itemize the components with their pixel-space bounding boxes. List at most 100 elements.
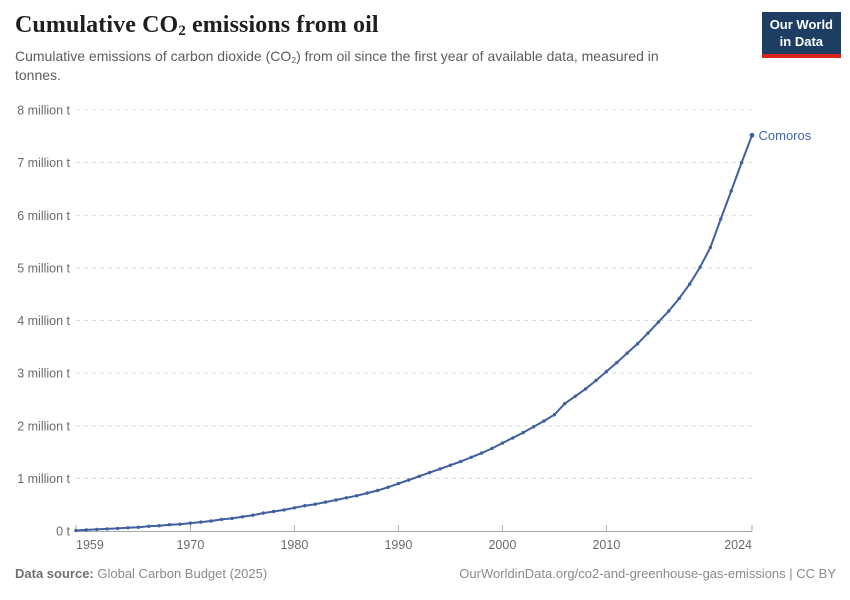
- data-point[interactable]: [542, 419, 546, 423]
- data-source-label: Data source:: [15, 566, 94, 581]
- data-point[interactable]: [448, 463, 453, 467]
- data-point[interactable]: [729, 189, 733, 193]
- data-point[interactable]: [365, 491, 369, 495]
- data-point[interactable]: [573, 394, 577, 398]
- data-point[interactable]: [583, 387, 588, 391]
- y-axis-tick-label: 4 million t: [17, 314, 70, 328]
- data-point[interactable]: [469, 455, 473, 459]
- data-point[interactable]: [490, 446, 494, 451]
- data-point[interactable]: [178, 522, 182, 526]
- data-point[interactable]: [74, 528, 78, 533]
- data-source-value: Global Carbon Budget (2025): [93, 566, 268, 581]
- data-point[interactable]: [344, 496, 349, 500]
- subtitle-subscript: 2: [291, 54, 297, 65]
- owid-logo-line2: in Data: [779, 33, 824, 49]
- data-point[interactable]: [375, 488, 380, 493]
- data-point[interactable]: [396, 481, 401, 486]
- data-point[interactable]: [667, 309, 671, 313]
- x-axis-tick-label: 1980: [280, 538, 308, 552]
- series-label-comoros[interactable]: Comoros: [759, 128, 812, 143]
- y-axis-tick-label: 5 million t: [17, 261, 70, 275]
- data-point[interactable]: [625, 351, 629, 355]
- data-point[interactable]: [334, 498, 338, 502]
- x-axis-tick-label: 2000: [488, 538, 516, 552]
- data-point[interactable]: [677, 296, 681, 301]
- y-axis-tick-label: 1 million t: [17, 472, 70, 486]
- title-subscript: 2: [178, 23, 186, 40]
- data-point[interactable]: [105, 527, 109, 531]
- series-line-comoros[interactable]: [75, 134, 753, 532]
- data-point[interactable]: [604, 369, 609, 374]
- data-point[interactable]: [209, 519, 213, 523]
- owid-logo[interactable]: Our World in Data: [761, 12, 841, 59]
- chart-footer: Data source: Global Carbon Budget (2025)…: [15, 566, 836, 581]
- data-point[interactable]: [459, 459, 463, 464]
- data-point[interactable]: [635, 342, 640, 346]
- data-point[interactable]: [271, 509, 276, 514]
- data-point[interactable]: [313, 502, 317, 506]
- data-point[interactable]: [687, 282, 692, 286]
- data-point[interactable]: [95, 527, 99, 532]
- data-point[interactable]: [500, 441, 505, 445]
- data-point[interactable]: [438, 467, 442, 471]
- y-axis-tick-label: 2 million t: [17, 419, 70, 433]
- chart-subtitle: Cumulative emissions of carbon dioxide (…: [15, 47, 693, 85]
- data-point[interactable]: [136, 525, 141, 529]
- data-point[interactable]: [230, 516, 234, 521]
- data-point[interactable]: [292, 506, 297, 510]
- data-point[interactable]: [521, 430, 525, 435]
- y-axis-tick-label: 0 t: [56, 525, 70, 539]
- data-point[interactable]: [656, 320, 661, 324]
- data-point[interactable]: [188, 521, 193, 525]
- data-point[interactable]: [219, 517, 224, 522]
- data-point[interactable]: [594, 378, 598, 383]
- data-point[interactable]: [531, 425, 536, 429]
- data-point[interactable]: [355, 494, 359, 498]
- subtitle-text: Cumulative emissions of carbon dioxide (…: [15, 48, 292, 64]
- title-text: Cumulative CO: [15, 12, 179, 38]
- owid-logo-line1: Our World: [769, 17, 833, 32]
- y-axis-tick-label: 6 million t: [17, 209, 70, 223]
- data-point[interactable]: [749, 132, 755, 138]
- data-point[interactable]: [251, 513, 255, 517]
- data-point[interactable]: [167, 523, 172, 527]
- data-point[interactable]: [282, 508, 286, 512]
- x-axis-tick-label: 1990: [384, 538, 412, 552]
- data-point[interactable]: [386, 485, 390, 489]
- data-point[interactable]: [615, 360, 619, 365]
- x-axis-tick-label: 2024: [724, 538, 752, 552]
- page-title: Cumulative CO2 emissions from oil: [15, 12, 693, 39]
- data-point[interactable]: [563, 401, 567, 406]
- data-point[interactable]: [157, 524, 161, 528]
- data-point[interactable]: [323, 500, 328, 504]
- data-point[interactable]: [708, 245, 713, 250]
- data-point[interactable]: [719, 217, 723, 221]
- data-point[interactable]: [479, 451, 484, 455]
- data-point[interactable]: [240, 515, 245, 519]
- owid-citation-link[interactable]: OurWorldinData.org/co2-and-greenhouse-ga…: [459, 566, 836, 581]
- y-axis-tick-label: 3 million t: [17, 367, 70, 381]
- y-axis-tick-label: 8 million t: [17, 104, 70, 118]
- data-point[interactable]: [84, 528, 89, 532]
- data-point[interactable]: [552, 413, 557, 417]
- y-axis-tick-label: 7 million t: [17, 156, 70, 170]
- x-axis-tick-label: 1970: [176, 538, 204, 552]
- data-point[interactable]: [739, 160, 744, 165]
- x-axis-tick-label: 2010: [592, 538, 620, 552]
- data-point[interactable]: [698, 265, 702, 269]
- data-point[interactable]: [261, 511, 265, 515]
- data-point[interactable]: [646, 331, 650, 335]
- data-point[interactable]: [427, 470, 432, 475]
- data-point[interactable]: [199, 520, 203, 524]
- subtitle-text-2: ) from oil since the first year of avail…: [15, 48, 659, 83]
- data-point[interactable]: [407, 478, 411, 482]
- title-text-2: emissions from oil: [185, 12, 379, 38]
- data-point[interactable]: [511, 436, 515, 440]
- data-point[interactable]: [147, 524, 151, 528]
- data-point[interactable]: [126, 526, 130, 530]
- data-point[interactable]: [303, 504, 307, 508]
- data-point[interactable]: [115, 526, 120, 531]
- data-point[interactable]: [417, 474, 421, 478]
